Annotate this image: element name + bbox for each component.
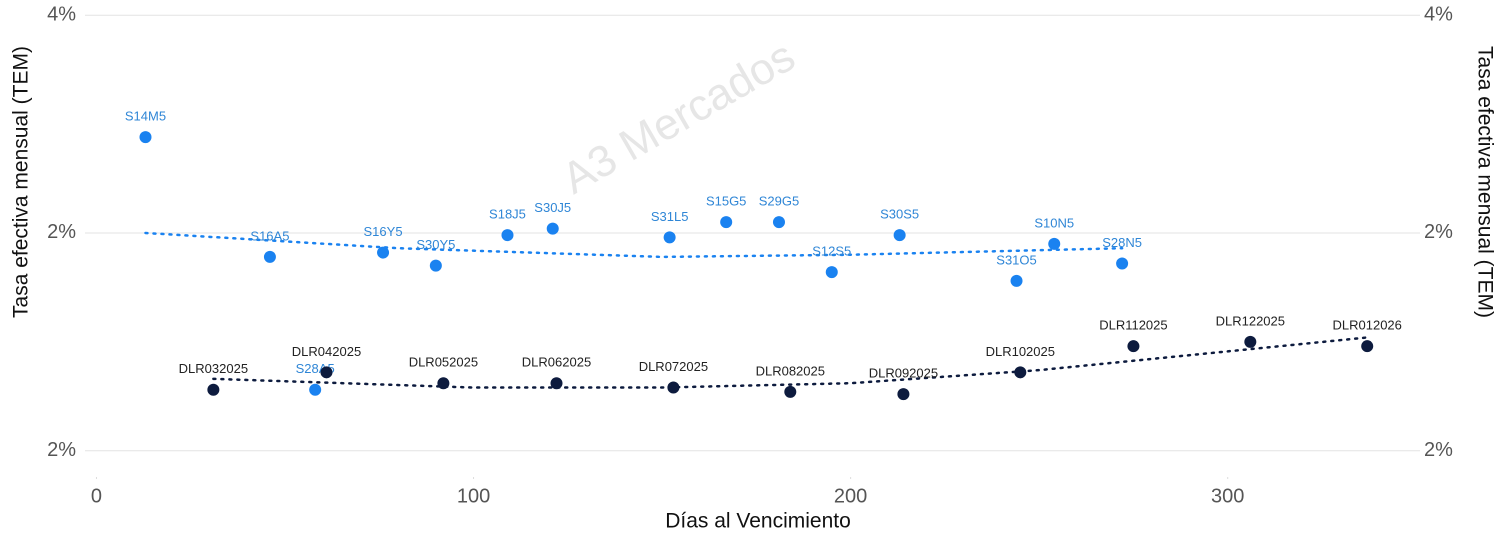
point xyxy=(139,131,152,144)
point xyxy=(897,388,910,401)
point xyxy=(550,377,563,390)
point xyxy=(207,383,220,396)
point xyxy=(663,231,676,244)
point-label: S10N5 xyxy=(1034,215,1074,230)
y2-tick-label: 2% xyxy=(1424,221,1453,243)
point-label: S14M5 xyxy=(125,109,166,124)
point-label: S31L5 xyxy=(651,209,689,224)
point-label: DLR042025 xyxy=(292,344,361,359)
point xyxy=(1010,274,1023,287)
point-label: S30J5 xyxy=(534,200,571,215)
x-tick-label: 300 xyxy=(1211,485,1244,507)
point-label: DLR032025 xyxy=(179,361,248,376)
point xyxy=(1014,366,1027,379)
point xyxy=(320,366,333,379)
point-label: S29G5 xyxy=(759,194,799,209)
watermark: A3 Mercados xyxy=(554,31,803,203)
point-label: DLR062025 xyxy=(522,355,591,370)
y2-tick-label: 2% xyxy=(1424,439,1453,461)
point-label: S15G5 xyxy=(706,194,746,209)
y-tick-label: 2% xyxy=(47,439,76,461)
point xyxy=(1244,335,1257,348)
point-label: DLR052025 xyxy=(409,355,478,370)
point xyxy=(1116,257,1129,270)
point xyxy=(1127,340,1140,353)
y-tick-label: 4% xyxy=(47,4,76,26)
trend-line xyxy=(212,336,1369,389)
point-label: DLR072025 xyxy=(639,359,708,374)
point-label: DLR012026 xyxy=(1333,318,1402,333)
point-label: S28N5 xyxy=(1102,235,1142,250)
y-tick-label: 2% xyxy=(47,221,76,243)
point-label: DLR112025 xyxy=(1099,318,1167,333)
point xyxy=(1361,340,1374,353)
point-label: S30Y5 xyxy=(416,237,455,252)
point-label: S30S5 xyxy=(880,207,919,222)
point-label: S16A5 xyxy=(250,228,289,243)
point xyxy=(667,381,680,394)
point xyxy=(720,216,733,229)
point xyxy=(377,246,390,259)
y2-axis-title: Tasa efectiva mensual (TEM) xyxy=(1473,46,1496,318)
y-axis-title: Tasa efectiva mensual (TEM) xyxy=(10,46,33,318)
x-axis-title: Días al Vencimiento xyxy=(665,510,851,533)
point-label: DLR102025 xyxy=(986,344,1055,359)
point xyxy=(501,229,514,242)
point-label: S16Y5 xyxy=(364,224,403,239)
point-label: S18J5 xyxy=(489,207,526,222)
point xyxy=(546,222,559,235)
point xyxy=(893,229,906,242)
point xyxy=(437,377,450,390)
x-tick-label: 200 xyxy=(834,485,867,507)
point xyxy=(825,266,838,279)
point xyxy=(429,259,442,272)
trend-line xyxy=(144,231,1124,259)
point-label: DLR092025 xyxy=(869,366,938,381)
x-tick-label: 0 xyxy=(91,485,102,507)
point xyxy=(1048,237,1061,250)
point xyxy=(784,385,797,398)
point-label: S31O5 xyxy=(996,252,1036,267)
point-label: DLR122025 xyxy=(1216,313,1285,328)
point xyxy=(772,216,785,229)
x-tick-label: 100 xyxy=(457,485,490,507)
point xyxy=(309,383,322,396)
point xyxy=(263,250,276,263)
y2-tick-label: 4% xyxy=(1424,4,1453,26)
point-label: S12S5 xyxy=(812,244,851,259)
point-label: DLR082025 xyxy=(756,363,825,378)
